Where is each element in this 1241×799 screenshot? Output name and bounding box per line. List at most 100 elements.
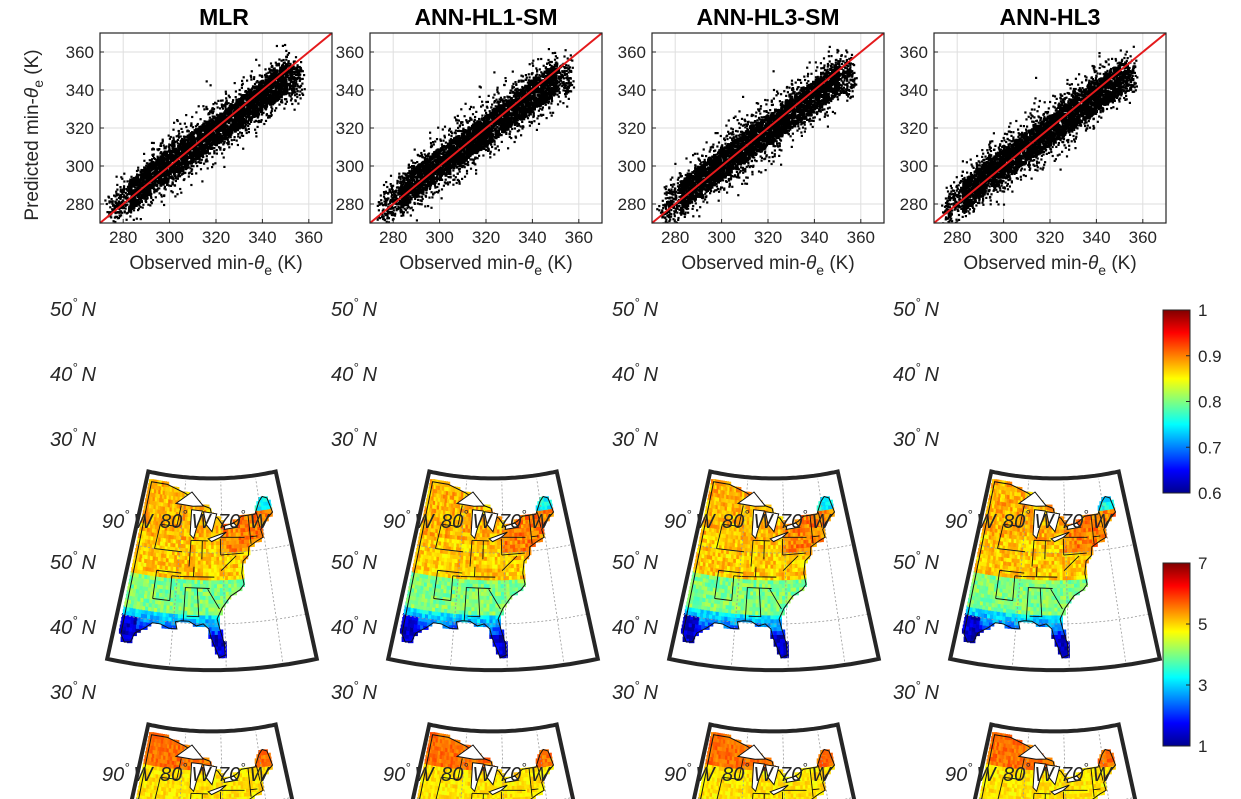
scatter-point [181,167,185,171]
scatter-point [167,170,171,174]
scatter-point [209,84,212,87]
scatter-point [485,111,488,114]
scatter-point [138,201,141,204]
scatter-point [212,120,216,124]
scatter-point [391,193,394,196]
scatter-point [123,180,126,183]
scatter-point [239,131,242,134]
scatter-point [191,141,195,145]
scatter-point [208,137,212,141]
scatter-point [173,142,176,145]
scatter-point [217,141,221,145]
scatter-point [299,70,302,73]
scatter-point [151,147,154,151]
scatter-point [114,201,117,204]
scatter-point [129,215,132,218]
scatter-point [256,125,259,128]
scatter-point [226,142,229,145]
scatter-point [239,117,243,121]
scatter-point [116,202,119,205]
scatter-point [126,180,129,183]
scatter-point [183,178,186,181]
scatter-point [181,172,184,175]
scatter-point [300,61,303,64]
scatter-point [285,49,288,52]
scatter-point [291,70,294,74]
scatter-point [233,123,237,126]
scatter-point [250,70,253,73]
scatter-point [176,150,180,154]
scatter-point [266,93,270,97]
scatter-point [116,194,119,197]
scatter-point [453,178,456,181]
scatter-point [162,144,165,147]
scatter-point [152,141,155,145]
scatter-point [288,64,292,67]
scatter-point [215,149,218,152]
scatter-point [191,172,194,175]
scatter-point [132,218,135,221]
scatter-point [264,83,268,87]
scatter-point [296,95,299,99]
scatter-point [156,166,160,170]
scatter-point [121,192,124,195]
scatter-point [413,201,416,204]
scatter-point [291,77,294,80]
scatter-point [126,203,129,206]
scatter-point [128,180,132,184]
scatter-point [267,114,270,117]
scatter-point [236,143,239,147]
scatter-point [270,110,273,113]
scatter-point [216,131,220,135]
scatter-point [417,198,420,201]
scatter-point [175,177,178,180]
scatter-point [280,59,283,62]
scatter-point [247,127,250,131]
scatter-point [203,146,207,150]
scatter-point [288,92,291,95]
scatter-point [111,201,114,204]
scatter-point [253,85,256,89]
scatter-point [475,169,478,172]
scatter-point [285,100,288,103]
scatter-point [292,81,296,84]
scatter-point [108,201,111,204]
scatter-point [120,176,123,179]
scatter-point [512,82,515,85]
scatter-point [272,89,276,93]
scatter-point [388,224,390,226]
scatter-point [145,193,149,197]
scatter-point [151,199,155,202]
scatter-point [107,196,111,199]
scatter-point [297,102,300,105]
scatter-point [116,217,119,220]
scatter-point [137,166,140,169]
scatter-point [285,88,289,92]
scatter-point [145,178,149,182]
scatter-point [119,215,122,218]
scatter-point [258,64,261,67]
scatter-point [299,90,302,93]
scatter-point [165,169,169,173]
scatter-point [219,112,223,116]
scatter-point [255,131,258,134]
scatter-point [197,105,200,108]
scatter-point [289,83,292,87]
scatter-point [247,114,251,118]
scatter-point [295,93,298,96]
scatter-point [202,144,205,147]
panel-titles: MLR ANN-HL1-SM ANN-HL3-SM ANN-HL3 [199,4,1100,30]
scatter-point [200,145,204,149]
scatter-point [507,147,510,150]
scatter-point [218,147,222,150]
scatter-point [232,104,236,108]
scatter-point [190,165,193,168]
scatter-point [259,120,262,123]
scatter-point [250,110,253,113]
scatter-point [284,43,287,47]
scatter-point [440,143,443,146]
scatter-point [205,105,208,108]
scatter-point [257,112,261,116]
scatter-point [112,220,115,223]
scatter-point [156,184,159,187]
